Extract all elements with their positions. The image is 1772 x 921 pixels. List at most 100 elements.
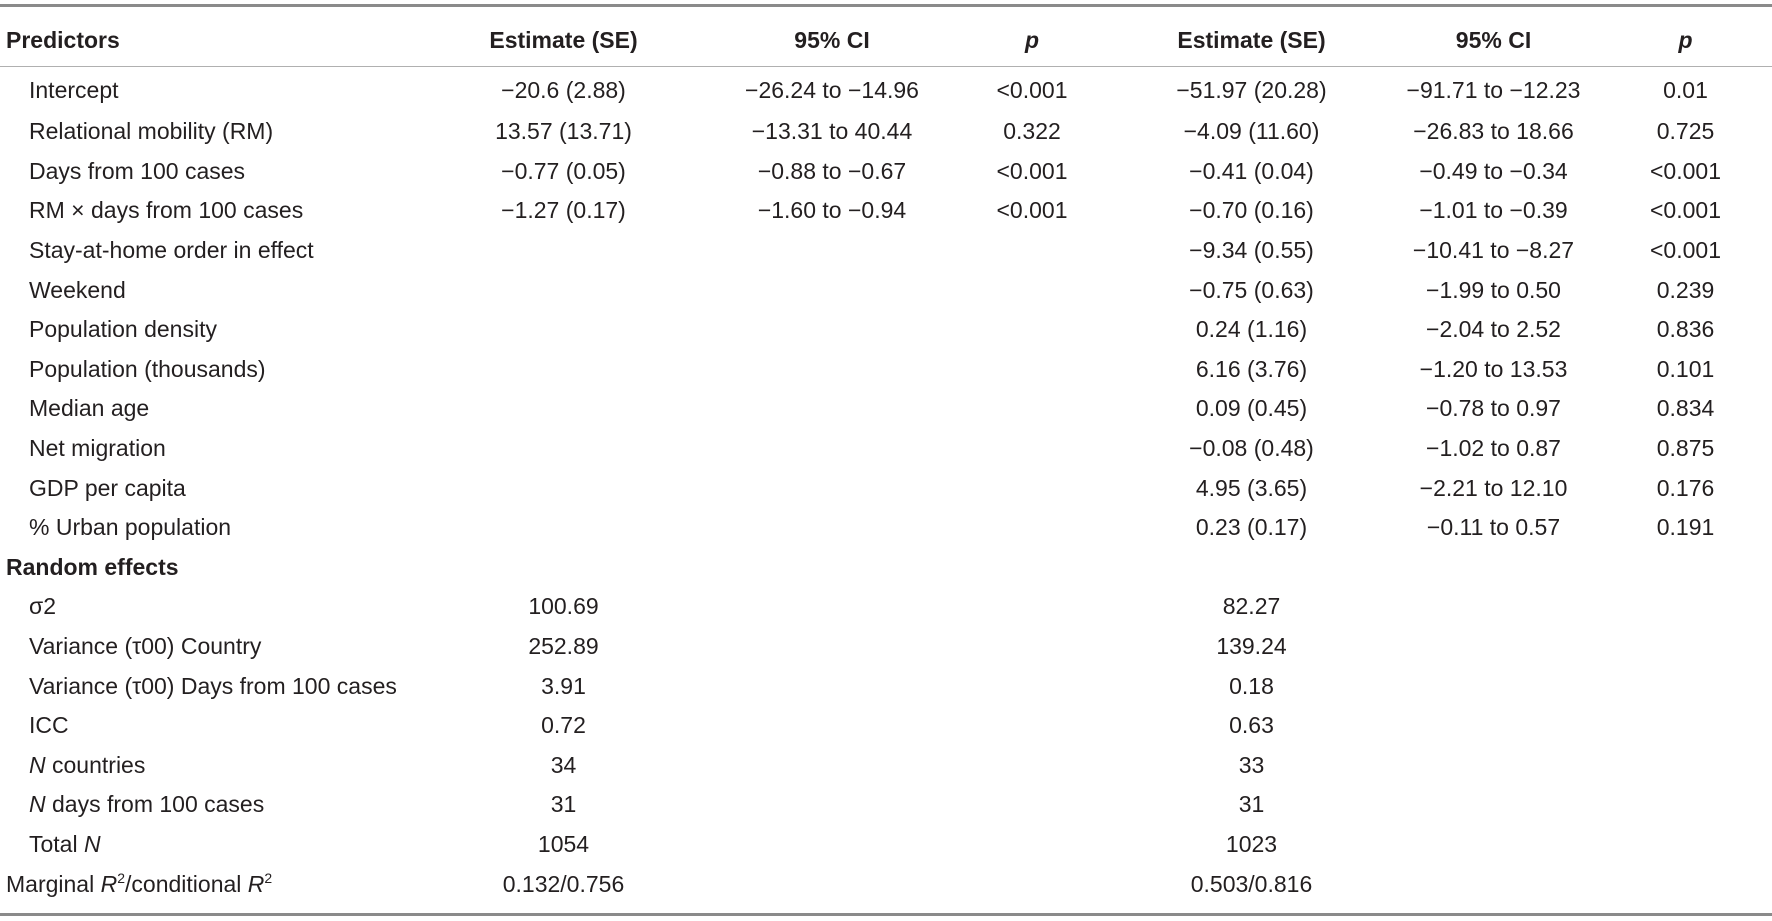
predictor-label: Days from 100 cases [29,157,246,184]
header-row: Predictors Estimate (SE) 95% CI p Estima… [0,12,1772,68]
estimate-cell: −51.97 (20.28) [1176,76,1327,103]
ci-cell [715,389,949,429]
p-cell: 0.191 [1656,514,1715,541]
estimate-cell [412,310,715,350]
n-countries-label: N countries [29,751,146,778]
estimate-cell [412,389,715,429]
n-days-row: N days from 100 cases 31 31 [0,785,1772,825]
estimate-cell: 0.23 (0.17) [1195,514,1308,541]
table-row: Population density 0.24 (1.16) −2.04 to … [0,310,1772,350]
n-countries-row: N countries 34 33 [0,746,1772,786]
table-top-rule [0,4,1772,7]
ci-cell: −1.60 to −0.94 [757,197,907,224]
table-row: Weekend −0.75 (0.63) −1.99 to 0.50 0.239 [0,270,1772,310]
ci-cell: −26.83 to 18.66 [1413,118,1574,145]
p-cell: 0.101 [1656,355,1715,382]
ci-cell [715,508,949,548]
random-effect-row: ICC 0.72 0.63 [0,706,1772,746]
model1-value: 252.89 [528,633,599,660]
p-cell: 0.725 [1656,118,1715,145]
predictor-label: RM × days from 100 cases [29,197,304,224]
ci-cell: −91.71 to −12.23 [1406,76,1581,103]
estimate-cell: −0.75 (0.63) [1189,276,1314,303]
ci-cell [715,310,949,350]
estimate-cell: −9.34 (0.55) [1189,237,1314,264]
estimate-cell: −20.6 (2.88) [501,76,626,103]
p-cell: 0.836 [1656,316,1715,343]
total-n-row: Total N 1054 1023 [0,825,1772,865]
estimate-cell: 6.16 (3.76) [1195,355,1308,382]
ci-cell [715,429,949,469]
ci-cell: −0.88 to −0.67 [757,157,907,184]
predictor-label: Intercept [29,76,119,103]
random-effect-row: Variance (τ00) Country 252.89 139.24 [0,627,1772,667]
n-days-label: N days from 100 cases [29,791,265,818]
ci-cell: −0.78 to 0.97 [1426,395,1561,422]
random-effects-section-row: Random effects [0,548,1772,588]
p-cell [949,350,1115,390]
model1-value: 0.132/0.756 [502,870,625,897]
table-row: Relational mobility (RM) 13.57 (13.71) −… [0,112,1772,152]
estimate-cell: −0.70 (0.16) [1189,197,1314,224]
p-cell [949,468,1115,508]
header-estimate-model2: Estimate (SE) [1177,26,1326,53]
p-cell: <0.001 [996,76,1068,103]
table-row: Intercept −20.6 (2.88) −26.24 to −14.96 … [0,68,1772,112]
model2-value: 0.503/0.816 [1190,870,1313,897]
r2-label: Marginal R2/conditional R2 [6,869,273,897]
predictor-label: GDP per capita [29,474,186,501]
p-cell: 0.01 [1663,76,1708,103]
estimate-cell [412,508,715,548]
table-row: Days from 100 cases −0.77 (0.05) −0.88 t… [0,152,1772,192]
model1-value: 100.69 [528,593,599,620]
predictor-label: Net migration [29,435,166,462]
estimate-cell: 0.24 (1.16) [1195,316,1308,343]
ci-cell: −1.20 to 13.53 [1419,355,1568,382]
table-row: GDP per capita 4.95 (3.65) −2.21 to 12.1… [0,468,1772,508]
ci-cell [715,350,949,390]
estimate-cell: 0.09 (0.45) [1195,395,1308,422]
r2-row: Marginal R2/conditional R2 0.132/0.756 0… [0,864,1772,904]
header-predictors: Predictors [6,26,120,53]
ci-cell: −13.31 to 40.44 [751,118,913,145]
header-estimate-model1: Estimate (SE) [489,26,638,53]
model2-value: 139.24 [1216,633,1287,660]
ci-cell: −10.41 to −8.27 [1412,237,1575,264]
predictor-label: Relational mobility (RM) [29,118,274,145]
total-n-label: Total N [29,830,101,857]
p-cell [949,429,1115,469]
table-header-rule [0,66,1772,67]
model2-value: 82.27 [1222,593,1281,620]
predictor-label: Median age [29,395,150,422]
ci-cell [715,231,949,271]
header-p-model2: p [1678,26,1693,53]
header-ci-model2: 95% CI [1455,26,1532,53]
ci-cell: −1.99 to 0.50 [1426,276,1561,303]
estimate-cell [412,350,715,390]
estimate-cell: −0.77 (0.05) [501,157,626,184]
p-cell [949,270,1115,310]
p-cell: <0.001 [1650,197,1721,224]
estimate-cell: −0.41 (0.04) [1189,157,1314,184]
p-cell: <0.001 [1650,237,1721,264]
model2-value: 33 [1238,751,1265,778]
p-cell [949,231,1115,271]
model2-value: 1023 [1225,830,1278,857]
table-row: % Urban population 0.23 (0.17) −0.11 to … [0,508,1772,548]
model2-value: 31 [1238,791,1265,818]
random-effect-label: σ2 [29,593,56,620]
random-effect-row: Variance (τ00) Days from 100 cases 3.91 … [0,666,1772,706]
table-row: Net migration −0.08 (0.48) −1.02 to 0.87… [0,429,1772,469]
estimate-cell: −1.27 (0.17) [501,197,626,224]
model1-value: 31 [550,791,577,818]
random-effect-row: σ2 100.69 82.27 [0,587,1772,627]
predictor-label: Weekend [29,276,126,303]
predictor-label: Population density [29,316,217,343]
table-row: Stay-at-home order in effect −9.34 (0.55… [0,231,1772,271]
p-cell: <0.001 [1650,157,1721,184]
model2-value: 0.18 [1229,672,1274,699]
p-cell: 0.834 [1656,395,1715,422]
estimate-cell [412,270,715,310]
ci-cell: −26.24 to −14.96 [745,76,919,103]
